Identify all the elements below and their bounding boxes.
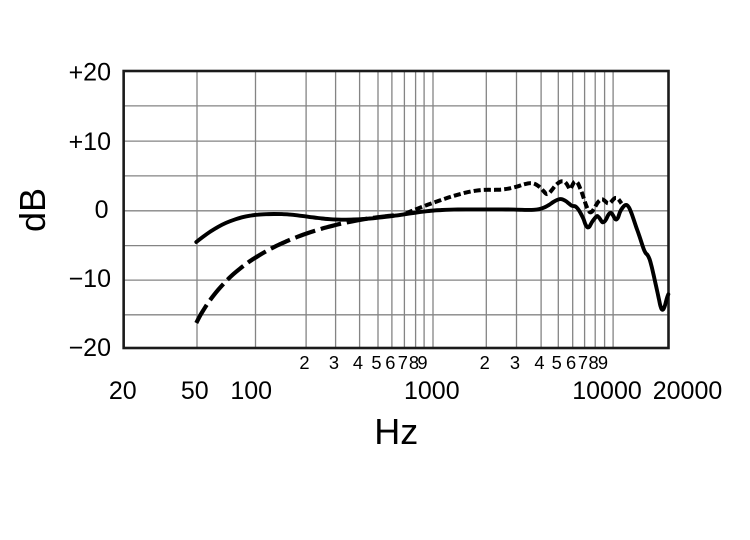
svg-text:−10: −10: [69, 265, 111, 293]
svg-text:9: 9: [417, 352, 427, 373]
svg-text:20000: 20000: [653, 377, 723, 405]
svg-text:3: 3: [510, 352, 520, 373]
svg-text:7: 7: [398, 352, 408, 373]
svg-text:4: 4: [534, 352, 544, 373]
svg-text:6: 6: [566, 352, 576, 373]
svg-text:Hz: Hz: [374, 411, 418, 452]
svg-text:+20: +20: [69, 58, 111, 86]
svg-text:4: 4: [353, 352, 363, 373]
svg-text:1000: 1000: [404, 377, 460, 405]
svg-text:3: 3: [329, 352, 339, 373]
svg-text:10000: 10000: [572, 377, 642, 405]
svg-text:2: 2: [480, 352, 490, 373]
svg-text:8: 8: [589, 352, 599, 373]
svg-text:5: 5: [371, 352, 381, 373]
svg-text:5: 5: [552, 352, 562, 373]
svg-text:−20: −20: [69, 334, 111, 362]
svg-text:dB: dB: [12, 188, 53, 232]
svg-text:8: 8: [409, 352, 419, 373]
svg-text:+10: +10: [69, 128, 111, 156]
svg-text:50: 50: [181, 377, 209, 405]
svg-text:100: 100: [230, 377, 272, 405]
svg-text:7: 7: [578, 352, 588, 373]
svg-text:6: 6: [385, 352, 395, 373]
svg-text:20: 20: [109, 377, 137, 405]
svg-text:0: 0: [95, 196, 109, 224]
svg-text:9: 9: [598, 352, 608, 373]
svg-text:2: 2: [299, 352, 309, 373]
